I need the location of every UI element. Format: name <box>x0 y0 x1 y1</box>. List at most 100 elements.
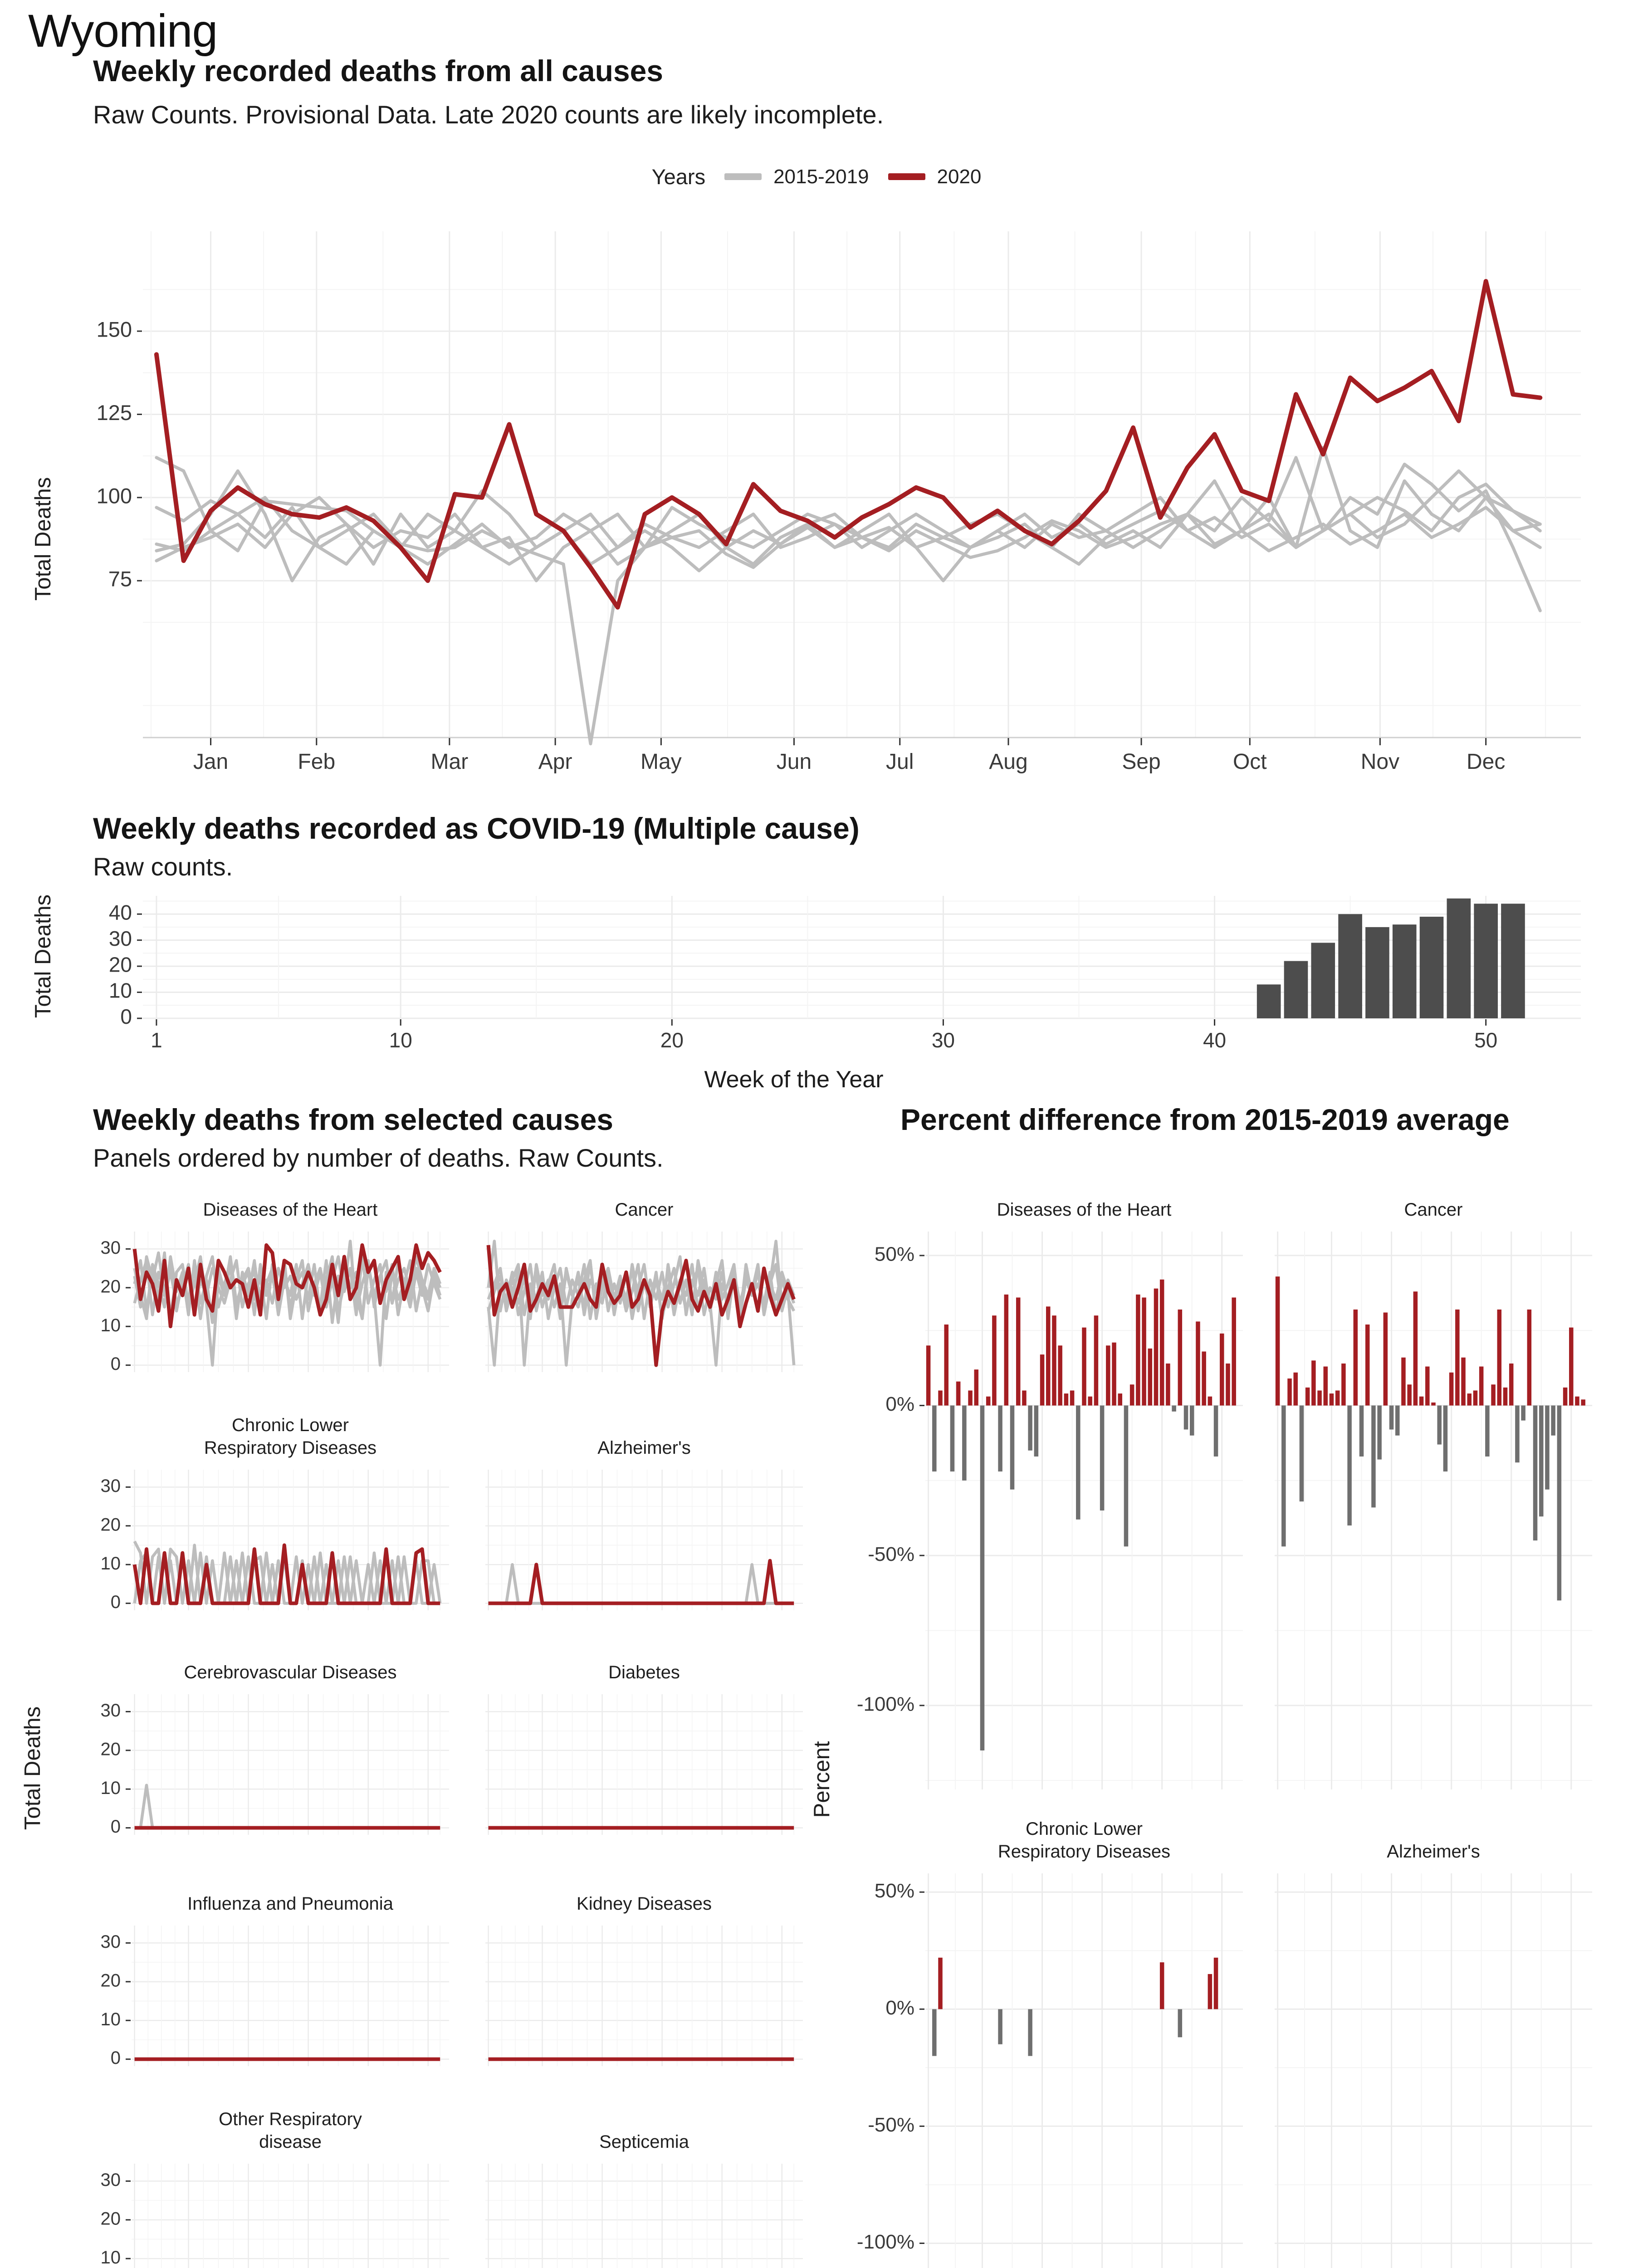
pct-bar-week-35 <box>1129 1384 1134 1406</box>
legend-item-label: 2020 <box>937 165 982 188</box>
pct-bar-week-12 <box>1341 1363 1346 1406</box>
covid-bar-week-48 <box>1419 916 1444 1018</box>
covid-bar-week-46 <box>1365 927 1389 1018</box>
selected-panel-svg: 0 10 20 30 <box>101 1470 449 1612</box>
pct-bar-week-32 <box>1112 1342 1116 1406</box>
pct-bar-week-24 <box>1413 1291 1418 1406</box>
pct-bar-week-13 <box>1347 1405 1352 1526</box>
pct-bar-week-4 <box>944 1325 949 1406</box>
pct-bar-week-19 <box>1383 1312 1388 1406</box>
panel-title: Cerebrovascular Diseases <box>184 1662 397 1682</box>
pct-bar-week-39 <box>1154 1288 1159 1406</box>
gray-line-swatch-icon <box>724 173 762 180</box>
pct-bar-week-18 <box>1377 1405 1382 1460</box>
selected-panel-svg: 0 10 20 30 <box>101 1694 449 1837</box>
selected-panel-svg <box>485 1470 803 1610</box>
svg-text:150: 150 <box>97 317 132 341</box>
svg-text:0%: 0% <box>885 1997 914 2019</box>
pct-bar-week-35 <box>1479 1366 1484 1406</box>
pct-bar-week-26 <box>1425 1366 1430 1406</box>
svg-text:30: 30 <box>101 1932 121 1952</box>
svg-text:125: 125 <box>97 401 132 425</box>
selected-panel-svg: 010203011020304050 <box>101 2164 449 2268</box>
pct-bar-week-32 <box>1461 1357 1466 1406</box>
selected-subtitle: Panels ordered by number of deaths. Raw … <box>93 1144 664 1172</box>
pct-bar-week-30 <box>1449 1372 1454 1406</box>
pct-bar-week-30 <box>1100 1405 1105 1510</box>
covid-x-axis-label: Week of the Year <box>704 1066 884 1093</box>
pct-bar-week-50 <box>1569 1327 1574 1406</box>
svg-text:10: 10 <box>101 1554 121 1574</box>
pct-bar-week-9 <box>974 1369 979 1406</box>
red-line-2020 <box>486 1245 796 1367</box>
pct-bar-week-29 <box>1094 1315 1099 1406</box>
pct-bar-week-2 <box>932 2009 937 2056</box>
pct-bar-week-39 <box>1503 1387 1508 1406</box>
pct-bar-week-15 <box>1010 1405 1015 1490</box>
red-line-2020 <box>488 1559 794 1605</box>
pct-bar-week-8 <box>1317 1390 1322 1406</box>
pct-bar-week-46 <box>1196 1321 1200 1406</box>
legend-title: Years <box>651 165 706 189</box>
selected-panel-svg <box>485 1694 803 1835</box>
pct-bar-week-23 <box>1058 1345 1062 1406</box>
pct-bar-week-40 <box>1509 1363 1514 1406</box>
pct-bar-week-13 <box>998 2009 1002 2044</box>
selected-panel-svg: 0 10 20 30 <box>101 1926 449 2068</box>
pct-bar-week-22 <box>1052 1315 1056 1406</box>
pct-bar-week-7 <box>962 1405 967 1481</box>
all-causes-svg: 75 100 125 150 Jan Feb Mar Apr May Jun Jul Aug Sep Oc… <box>97 231 1581 774</box>
pct-bar-week-9 <box>1323 1366 1328 1406</box>
pct-bar-week-6 <box>1305 1387 1310 1406</box>
pct-bar-week-28 <box>1088 1396 1092 1406</box>
pct-bar-week-46 <box>1545 1405 1550 1490</box>
pct-bar-week-20 <box>1040 1354 1045 1406</box>
svg-text:-50%: -50% <box>868 1543 914 1565</box>
svg-text:10: 10 <box>101 1315 121 1335</box>
svg-text:Jan: Jan <box>193 750 228 774</box>
svg-text:10: 10 <box>101 1778 121 1798</box>
percent-panel-svg <box>1275 1232 1592 1789</box>
pct-bar-week-3 <box>1287 1378 1292 1406</box>
legend-item-2015-2019: 2015-2019 <box>724 166 869 188</box>
percent-title: Percent difference from 2015-2019 averag… <box>900 1103 1510 1136</box>
panel-title: Chronic Lower Respiratory Diseases <box>204 1415 377 1458</box>
svg-text:0: 0 <box>120 1005 132 1028</box>
percent-y-axis-label: Percent <box>810 1741 834 1818</box>
line-2019 <box>155 463 1542 612</box>
pct-bar-week-18 <box>1028 1405 1032 1451</box>
pct-bar-week-31 <box>1106 1345 1110 1406</box>
pct-bar-week-48 <box>1208 1974 1213 2009</box>
line-2020 <box>154 279 1543 610</box>
svg-text:50%: 50% <box>875 1243 914 1266</box>
pct-bar-week-27 <box>1082 1327 1086 1406</box>
pct-bar-week-49 <box>1563 1387 1568 1406</box>
svg-text:20: 20 <box>101 1515 121 1535</box>
svg-text:0%: 0% <box>885 1393 914 1415</box>
panel-title: Alzheimer's <box>1387 1842 1480 1862</box>
gray-line-1 <box>133 1251 442 1367</box>
svg-text:10: 10 <box>109 979 132 1002</box>
panel-title: Cancer <box>615 1200 674 1220</box>
svg-text:40: 40 <box>109 900 132 924</box>
svg-text:Oct: Oct <box>1233 750 1267 774</box>
pct-bar-week-27 <box>1431 1402 1436 1406</box>
pct-bar-week-50 <box>1220 1333 1224 1406</box>
pct-bar-week-49 <box>1213 1957 1218 2009</box>
covid-bar-week-43 <box>1284 961 1308 1018</box>
percent-panel-svg: 50% 0% -50% -100% <box>857 1232 1243 1789</box>
covid-bar-week-44 <box>1311 943 1335 1018</box>
pct-bar-week-25 <box>1419 1396 1424 1406</box>
svg-text:30: 30 <box>101 1238 121 1258</box>
pct-bar-week-1 <box>1275 1276 1280 1406</box>
pct-bar-week-47 <box>1202 1351 1206 1406</box>
svg-text:30: 30 <box>109 927 132 950</box>
svg-text:1: 1 <box>151 1028 162 1052</box>
pct-bar-week-52 <box>1232 1297 1236 1406</box>
covid-bar-week-49 <box>1447 898 1471 1018</box>
pct-bar-week-14 <box>1004 1294 1009 1406</box>
pct-bar-week-18 <box>1028 2009 1032 2056</box>
svg-text:-100%: -100% <box>857 2231 914 2253</box>
svg-text:Dec: Dec <box>1467 750 1505 774</box>
